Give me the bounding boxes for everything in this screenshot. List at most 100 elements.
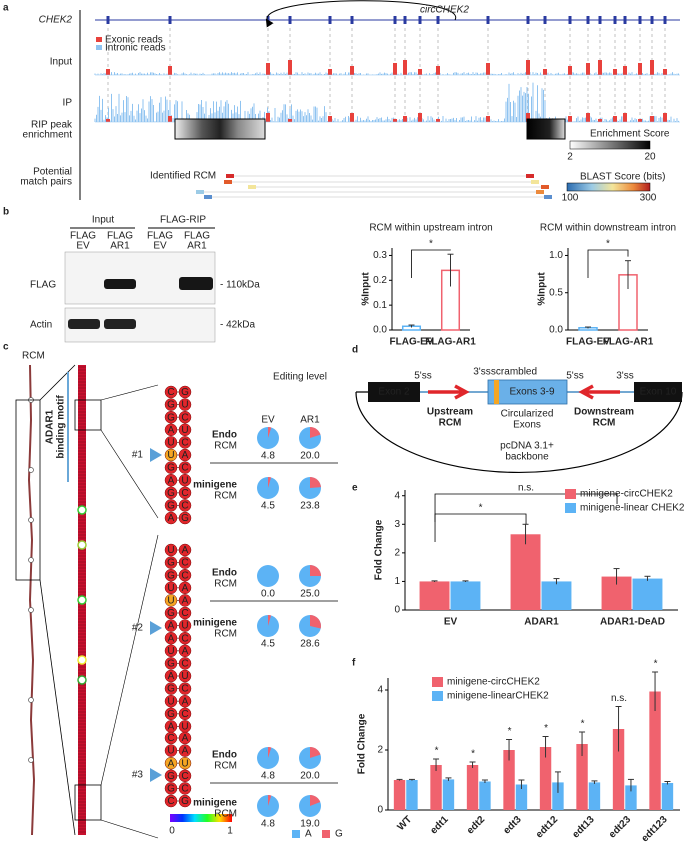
nucleotide-letter: G	[167, 400, 175, 411]
significance: *	[508, 726, 512, 737]
nucleotide	[164, 473, 178, 487]
x-tick-label: edt23	[607, 814, 634, 841]
nucleotide	[178, 669, 192, 683]
exon-reads	[568, 66, 572, 75]
zoom-line	[100, 534, 159, 786]
ss-label: 3'ss	[473, 367, 490, 378]
nucleotide	[178, 581, 192, 595]
significance: n.s.	[611, 693, 627, 704]
nucleotide	[164, 744, 178, 757]
pie-slice	[310, 427, 321, 438]
exon-reads	[586, 63, 590, 75]
y-axis-label: Fold Change	[374, 519, 385, 580]
exon-reads	[586, 113, 590, 122]
nucleotide-letter: G	[167, 570, 175, 581]
colorbar	[566, 182, 651, 192]
nucleotide-letter: C	[181, 558, 188, 569]
nucleotide-letter: G	[181, 387, 189, 398]
blot-group: FLAG-RIP	[160, 215, 206, 226]
legend-swatch	[96, 45, 102, 50]
y-tick-label: 0.0	[549, 325, 563, 336]
bar	[661, 783, 674, 810]
site-label: #2	[132, 623, 144, 634]
loop	[28, 467, 34, 473]
legend-label: minigene-linearCHEK2	[447, 691, 549, 702]
nucleotide-letter: C	[167, 796, 174, 807]
row-label: Endo	[212, 430, 237, 441]
colorbar-tick: 300	[640, 193, 657, 204]
data-label: 0.0	[261, 589, 275, 600]
nucleotide	[164, 731, 178, 745]
nucleotide-letter: A	[168, 633, 175, 644]
pair-end	[248, 185, 256, 189]
loop	[28, 607, 34, 613]
legend-swatch	[565, 503, 576, 513]
track-label: Input	[50, 57, 72, 68]
pair-end	[196, 190, 204, 194]
colorbar-tick: 2	[567, 152, 573, 163]
exon	[598, 16, 602, 24]
nucleotide-letter: A	[168, 513, 175, 524]
bar	[515, 784, 528, 810]
pie-slice	[310, 565, 321, 576]
nucleotide-letter: A	[168, 722, 175, 733]
pair-end	[526, 174, 534, 178]
nucleotide	[164, 707, 178, 721]
row-label: Endo	[212, 750, 237, 761]
exon-reads	[623, 66, 627, 75]
exon-reads	[266, 113, 270, 122]
nucleotide-letter: U	[181, 621, 188, 632]
x-tick-label: edt1	[428, 814, 451, 837]
nucleotide-letter: U	[167, 696, 174, 707]
nucleotide-letter: G	[167, 412, 175, 423]
nucleotide-letter: U	[181, 400, 188, 411]
exon-reads	[418, 69, 422, 75]
nucleotide-letter: C	[181, 633, 188, 644]
nucleotide-letter: C	[181, 463, 188, 474]
nucleotide-letter: G	[167, 771, 175, 782]
y-tick-label: 0	[394, 605, 400, 616]
pie-slice	[268, 795, 272, 806]
bar	[632, 578, 663, 610]
nucleotide	[164, 543, 178, 557]
significance: *	[479, 503, 483, 514]
nucleotide	[178, 556, 192, 569]
x-tick-label: WT	[395, 814, 414, 833]
nucleotide-letter: U	[167, 545, 174, 556]
colorbar-tick: 0	[169, 826, 175, 837]
nucleotide-letter: A	[182, 746, 189, 757]
pair-end	[226, 174, 234, 178]
loop	[28, 517, 34, 523]
pie-slice	[310, 747, 321, 758]
legend-swatch	[565, 489, 576, 499]
nucleotide	[164, 448, 178, 462]
nucleotide-letter: U	[167, 596, 174, 607]
nucleotide	[164, 556, 178, 569]
pie-slice	[268, 477, 272, 488]
nucleotide	[178, 606, 192, 620]
x-tick-label: FLAG-AR1	[603, 337, 654, 348]
circ-label: circCHEK2	[420, 5, 469, 16]
nucleotide-letter: U	[167, 438, 174, 449]
nucleotide	[178, 731, 192, 745]
zoom-box	[15, 399, 41, 581]
nucleotide	[164, 436, 178, 449]
exon-reads	[418, 113, 422, 122]
loop	[77, 540, 87, 550]
nucleotide-letter: G	[167, 558, 175, 569]
row-label: RCM	[214, 579, 237, 590]
nucleotide-letter: C	[181, 438, 188, 449]
zoom-line	[100, 384, 159, 401]
data-label: 28.6	[300, 639, 320, 650]
legend-label: Exonic reads	[105, 35, 163, 46]
legend-swatch	[322, 830, 330, 838]
ss-label: 5'ss	[414, 371, 431, 382]
pie-base	[257, 565, 279, 587]
zoom-box	[74, 399, 102, 431]
nucleotide	[178, 398, 192, 411]
colorbar-tick: 1	[227, 826, 233, 837]
row-label: Endo	[212, 568, 237, 579]
nucleotide-letter: C	[181, 501, 188, 512]
loop	[28, 557, 34, 563]
nucleotide	[178, 707, 192, 721]
